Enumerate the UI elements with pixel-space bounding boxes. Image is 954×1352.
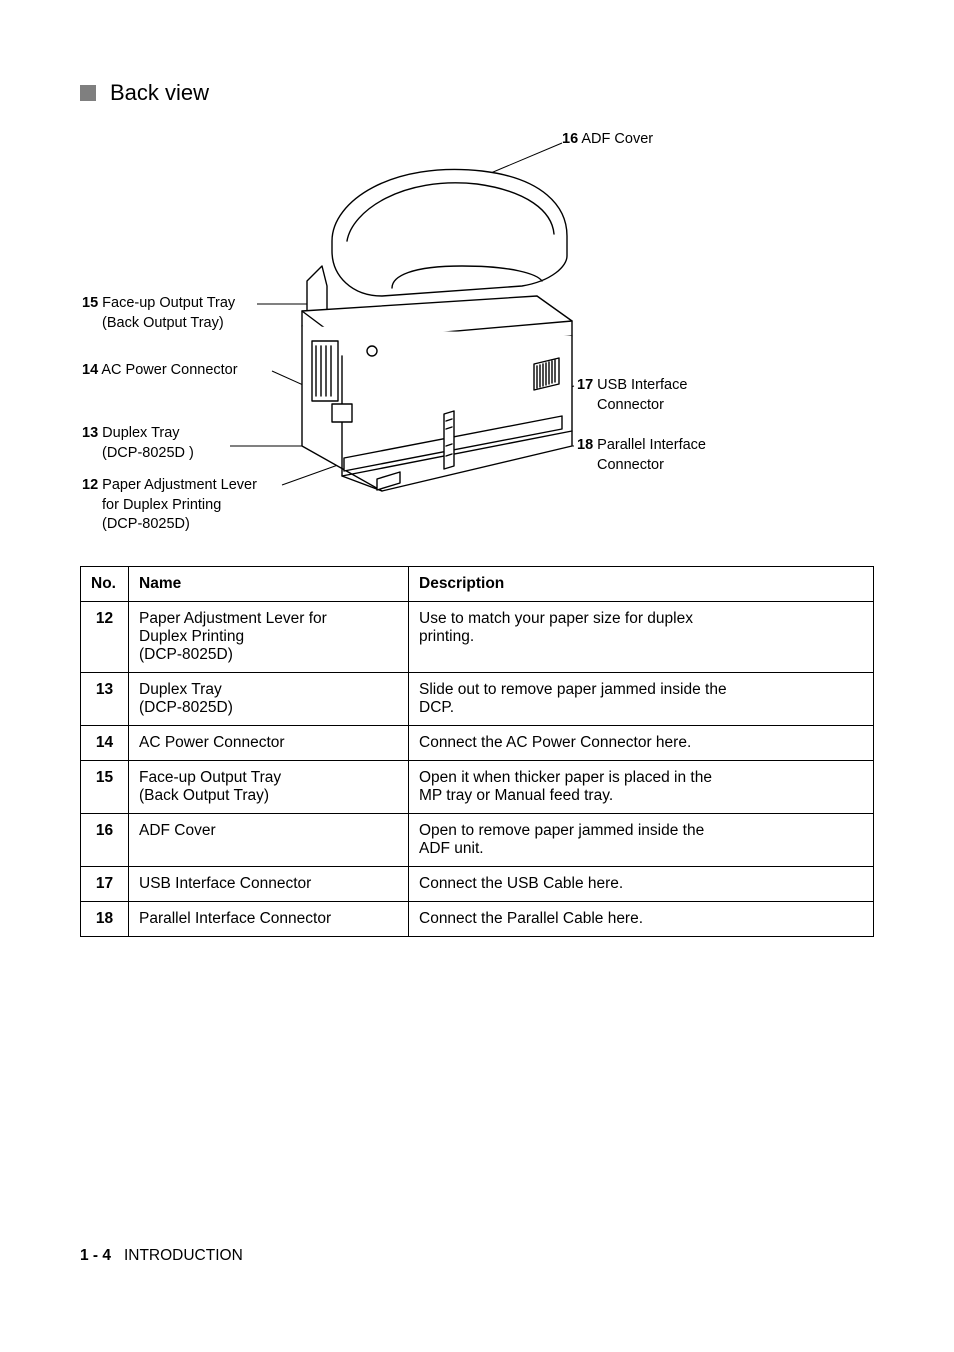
table-row: 13 Duplex Tray (DCP-8025D) Slide out to … [81, 673, 874, 726]
callout-12: 12 Paper Adjustment Lever for Duplex Pri… [82, 476, 257, 535]
callout-num: 15 [82, 295, 98, 311]
cell-line: Connect the USB Cable here. [419, 875, 623, 892]
page-footer: 1 - 4 INTRODUCTION [80, 1247, 874, 1265]
table-row: 12 Paper Adjustment Lever for Duplex Pri… [81, 602, 874, 673]
col-header-name: Name [129, 567, 409, 602]
cell-line: Slide out to remove paper jammed inside … [419, 681, 727, 698]
cell-no: 13 [81, 673, 129, 726]
callout-text: AC Power Connector [101, 362, 237, 378]
cell-line: Use to match your paper size for duplex [419, 610, 693, 627]
callout-num: 16 [562, 131, 578, 147]
table-row: 14 AC Power Connector Connect the AC Pow… [81, 726, 874, 761]
cell-line: (DCP-8025D) [139, 699, 233, 716]
parts-table: No. Name Description 12 Paper Adjustment… [80, 566, 874, 937]
callout-subtext: Connector [577, 456, 706, 476]
callout-subtext: (DCP-8025D) [82, 515, 257, 535]
cell-line: Connect the Parallel Cable here. [419, 910, 643, 927]
cell-no: 16 [81, 814, 129, 867]
callout-18: 18 Parallel Interface Connector [577, 436, 706, 475]
table-row: 18 Parallel Interface Connector Connect … [81, 902, 874, 937]
heading-text: Back view [110, 80, 209, 106]
callout-subtext: Connector [577, 396, 687, 416]
cell-name: ADF Cover [129, 814, 409, 867]
cell-line: ADF Cover [139, 822, 216, 839]
cell-line: printing. [419, 628, 474, 645]
cell-name: Paper Adjustment Lever for Duplex Printi… [129, 602, 409, 673]
cell-line: Paper Adjustment Lever for [139, 610, 327, 627]
bullet-icon [80, 85, 96, 101]
cell-line: Open it when thicker paper is placed in … [419, 769, 712, 786]
printer-illustration [272, 146, 582, 496]
cell-line: (DCP-8025D) [139, 646, 233, 663]
cell-desc: Open to remove paper jammed inside the A… [409, 814, 874, 867]
cell-name: Duplex Tray (DCP-8025D) [129, 673, 409, 726]
cell-no: 17 [81, 867, 129, 902]
callout-text: USB Interface [597, 377, 687, 393]
cell-line: Face-up Output Tray [139, 769, 281, 786]
cell-line: ADF unit. [419, 840, 484, 857]
cell-line: AC Power Connector [139, 734, 285, 751]
col-header-desc: Description [409, 567, 874, 602]
cell-line: Duplex Printing [139, 628, 244, 645]
callout-subtext: (DCP-8025D ) [82, 444, 194, 464]
cell-desc: Connect the USB Cable here. [409, 867, 874, 902]
cell-no: 14 [81, 726, 129, 761]
cell-no: 15 [81, 761, 129, 814]
table-row: 17 USB Interface Connector Connect the U… [81, 867, 874, 902]
callout-16: 16 ADF Cover [562, 130, 653, 150]
cell-line: Duplex Tray [139, 681, 222, 698]
section-heading: Back view [80, 80, 874, 106]
cell-no: 12 [81, 602, 129, 673]
cell-line: USB Interface Connector [139, 875, 311, 892]
cell-no: 18 [81, 902, 129, 937]
callout-num: 12 [82, 477, 98, 493]
cell-name: USB Interface Connector [129, 867, 409, 902]
callout-15: 15 Face-up Output Tray (Back Output Tray… [82, 294, 235, 333]
callout-num: 18 [577, 437, 593, 453]
page-number: 1 - 4 [80, 1247, 111, 1264]
callout-text: Duplex Tray [102, 425, 179, 441]
cell-desc: Connect the AC Power Connector here. [409, 726, 874, 761]
callout-14: 14 AC Power Connector [82, 361, 238, 381]
callout-text: Face-up Output Tray [102, 295, 235, 311]
cell-line: Open to remove paper jammed inside the [419, 822, 704, 839]
cell-line: DCP. [419, 699, 454, 716]
table-row: 16 ADF Cover Open to remove paper jammed… [81, 814, 874, 867]
col-header-no: No. [81, 567, 129, 602]
callout-17: 17 USB Interface Connector [577, 376, 687, 415]
cell-name: AC Power Connector [129, 726, 409, 761]
cell-line: (Back Output Tray) [139, 787, 269, 804]
callout-text: Parallel Interface [597, 437, 706, 453]
back-view-diagram: 16 ADF Cover 15 Face-up Output Tray (Bac… [82, 126, 872, 546]
cell-line: Parallel Interface Connector [139, 910, 331, 927]
callout-13: 13 Duplex Tray (DCP-8025D ) [82, 424, 194, 463]
callout-num: 17 [577, 377, 593, 393]
table-row: 15 Face-up Output Tray (Back Output Tray… [81, 761, 874, 814]
cell-line: MP tray or Manual feed tray. [419, 787, 613, 804]
section-name: INTRODUCTION [124, 1247, 243, 1264]
parts-table-wrap: No. Name Description 12 Paper Adjustment… [80, 566, 874, 937]
callout-subtext: for Duplex Printing [82, 496, 257, 516]
callout-num: 14 [82, 362, 98, 378]
callout-text: ADF Cover [581, 131, 653, 147]
callout-num: 13 [82, 425, 98, 441]
cell-desc: Slide out to remove paper jammed inside … [409, 673, 874, 726]
callout-subtext: (Back Output Tray) [82, 314, 235, 334]
cell-desc: Use to match your paper size for duplex … [409, 602, 874, 673]
callout-text: Paper Adjustment Lever [102, 477, 257, 493]
cell-name: Parallel Interface Connector [129, 902, 409, 937]
cell-name: Face-up Output Tray (Back Output Tray) [129, 761, 409, 814]
cell-desc: Connect the Parallel Cable here. [409, 902, 874, 937]
table-header-row: No. Name Description [81, 567, 874, 602]
cell-line: Connect the AC Power Connector here. [419, 734, 691, 751]
cell-desc: Open it when thicker paper is placed in … [409, 761, 874, 814]
